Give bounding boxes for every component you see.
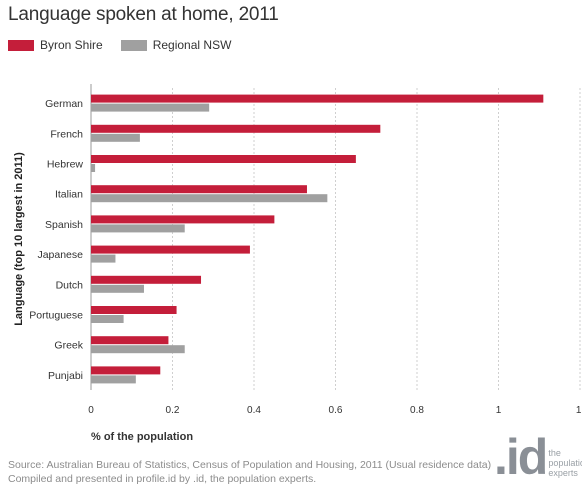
legend-label-byron-shire: Byron Shire <box>40 38 103 52</box>
category-label: Hebrew <box>47 159 84 171</box>
brand-tagline-3: experts <box>548 468 578 478</box>
x-tick-label: 1. <box>576 405 582 416</box>
x-tick-label: 0 <box>88 405 94 416</box>
category-label: Spanish <box>45 219 83 231</box>
bar-byron-shire <box>91 94 544 103</box>
x-tick-label: 0.8 <box>410 405 424 416</box>
bar-regional-nsw <box>91 133 140 142</box>
legend-item-regional-nsw: Regional NSW <box>120 38 232 52</box>
brand-logo-text: .id <box>494 429 548 485</box>
x-axis-label: % of the population <box>91 431 193 443</box>
bar-byron-shire <box>91 155 356 163</box>
footer-compiled: Compiled and presented in profile.id by … <box>8 473 317 485</box>
bar-byron-shire <box>91 275 202 284</box>
footer: Source: Australian Bureau of Statistics,… <box>8 458 491 486</box>
bar-regional-nsw <box>91 345 185 354</box>
x-tick-label: 0.6 <box>329 405 343 416</box>
x-tick-label: 1 <box>496 405 502 416</box>
bar-byron-shire <box>91 124 381 133</box>
category-label: French <box>50 128 83 140</box>
category-label: German <box>45 98 83 110</box>
brand-tagline: the population experts <box>548 448 582 478</box>
brand-tagline-1: the <box>548 448 561 458</box>
bar-regional-nsw <box>91 103 210 112</box>
brand-logo: .id the population experts <box>494 432 582 482</box>
bar-chart: 0 0.2 0.4 0.6 0.8 1 1. German French Hebrew Italia… <box>13 84 582 443</box>
bar-regional-nsw <box>91 164 96 172</box>
bar-byron-shire <box>91 185 307 194</box>
bar-byron-shire <box>91 306 177 314</box>
category-label: Portuguese <box>29 310 83 322</box>
legend-swatch-byron-shire <box>8 39 34 51</box>
bar-regional-nsw <box>91 284 144 293</box>
bar-regional-nsw <box>91 254 116 263</box>
category-label: Dutch <box>56 279 84 291</box>
brand-tagline-2: population <box>548 458 582 468</box>
x-tick-label: 0.4 <box>247 405 261 416</box>
legend: Byron Shire Regional NSW <box>8 38 249 52</box>
bar-regional-nsw <box>91 315 124 323</box>
legend-item-byron-shire: Byron Shire <box>8 38 103 52</box>
bar-byron-shire <box>91 215 275 224</box>
footer-source: Source: Australian Bureau of Statistics,… <box>8 459 492 471</box>
legend-swatch-regional-nsw <box>120 39 147 51</box>
bar-byron-shire <box>91 366 161 375</box>
category-label: Greek <box>54 340 83 352</box>
x-tick-label: 0.2 <box>166 405 180 416</box>
bar-regional-nsw <box>91 224 185 233</box>
category-label: Punjabi <box>48 370 83 382</box>
category-label: Italian <box>55 189 83 201</box>
bar-regional-nsw <box>91 375 136 384</box>
y-axis-label: Language (top 10 largest in 2011) <box>13 152 25 326</box>
legend-label-regional-nsw: Regional NSW <box>152 38 232 52</box>
bar-regional-nsw <box>91 194 328 203</box>
bar-byron-shire <box>91 336 169 345</box>
chart-title: Language spoken at home, 2011 <box>8 4 279 25</box>
bar-byron-shire <box>91 245 250 254</box>
category-label: Japanese <box>37 249 83 261</box>
